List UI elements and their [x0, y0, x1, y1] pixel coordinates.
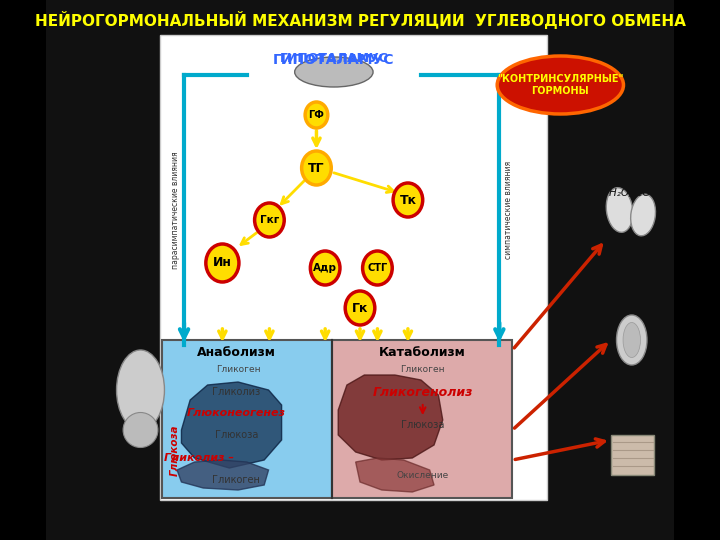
Text: Гликоген: Гликоген	[212, 475, 260, 485]
Text: H₂O, CO₂: H₂O, CO₂	[609, 188, 654, 198]
Ellipse shape	[117, 350, 164, 430]
Polygon shape	[338, 375, 443, 460]
Text: ГИПОТАЛАМУС: ГИПОТАЛАМУС	[273, 53, 395, 67]
Text: Адр: Адр	[313, 263, 337, 273]
Text: симпатические влияния: симпатические влияния	[503, 161, 513, 259]
Ellipse shape	[294, 57, 373, 87]
Text: НЕЙРОГОРМОНАЛЬНЫЙ МЕХАНИЗМ РЕГУЛЯЦИИ  УГЛЕВОДНОГО ОБМЕНА: НЕЙРОГОРМОНАЛЬНЫЙ МЕХАНИЗМ РЕГУЛЯЦИИ УГЛ…	[35, 11, 685, 29]
Text: H₂O, CO₂: H₂O, CO₂	[609, 420, 654, 430]
Text: Гликоген: Гликоген	[400, 366, 445, 375]
Ellipse shape	[606, 188, 633, 232]
Ellipse shape	[123, 413, 158, 448]
Ellipse shape	[498, 56, 624, 114]
Circle shape	[363, 251, 392, 285]
Text: Гкг: Гкг	[260, 215, 279, 225]
Text: Гликоген: Гликоген	[216, 366, 261, 375]
Text: ГФ: ГФ	[308, 110, 325, 120]
Text: ГИПОТАЛАМУС: ГИПОТАЛАМУС	[279, 51, 388, 64]
Ellipse shape	[616, 315, 647, 365]
Circle shape	[393, 183, 423, 217]
Circle shape	[255, 203, 284, 237]
Bar	[160, 35, 547, 500]
Text: Гликолиз: Гликолиз	[212, 387, 261, 397]
Text: ТГ – ТРОПНЫЕ ГОРМОНЫ ГИПОФИЗА, Ин – ИНСУЛИН, Гкг – ГЛЮКАГОН, Адр – АДРЕНАЛИН,: ТГ – ТРОПНЫЕ ГОРМОНЫ ГИПОФИЗА, Ин – ИНСУ…	[139, 505, 537, 515]
Text: Глюконеогенез: Глюконеогенез	[186, 408, 286, 418]
Text: Глюкоза: Глюкоза	[401, 420, 444, 430]
Polygon shape	[177, 460, 269, 490]
Text: Гк – ГЛЮКОКОРТИКОИДЫ, СТГ – СОМАТОТРОПНЫЙ ГОРМОН, Тк – ТИРОКСИН: Гк – ГЛЮКОКОРТИКОИДЫ, СТГ – СОМАТОТРОПНЫ…	[169, 518, 508, 528]
Text: Глюкоза: Глюкоза	[215, 430, 258, 440]
Bar	[162, 340, 332, 498]
Text: Гликогенолиз: Гликогенолиз	[372, 387, 473, 400]
Text: Ин: Ин	[213, 256, 232, 269]
Text: СТГ: СТГ	[367, 263, 387, 273]
Circle shape	[310, 251, 340, 285]
Bar	[611, 435, 654, 475]
Text: Катаболизм: Катаболизм	[379, 347, 466, 360]
Bar	[332, 340, 511, 498]
Text: Окисление: Окисление	[397, 470, 449, 480]
Text: Анаболизм: Анаболизм	[197, 347, 276, 360]
Ellipse shape	[631, 194, 655, 236]
Circle shape	[345, 291, 375, 325]
Text: парасимпатические влияния: парасимпатические влияния	[171, 151, 180, 269]
Text: Гк: Гк	[352, 301, 368, 314]
Ellipse shape	[623, 322, 641, 357]
Polygon shape	[181, 382, 282, 468]
Circle shape	[305, 102, 328, 128]
Text: Гликолиз –: Гликолиз –	[164, 453, 234, 463]
Text: "КОНТРИНСУЛЯРНЫЕ"
ГОРМОНЫ: "КОНТРИНСУЛЯРНЫЕ" ГОРМОНЫ	[497, 74, 624, 96]
Circle shape	[206, 244, 239, 282]
Polygon shape	[356, 458, 434, 492]
Text: Глюкоза: Глюкоза	[169, 424, 179, 476]
Text: Тк: Тк	[400, 193, 416, 206]
Circle shape	[302, 151, 331, 185]
Text: ТГ: ТГ	[308, 161, 325, 174]
Text: H₂O, CO₂: H₂O, CO₂	[607, 525, 657, 535]
